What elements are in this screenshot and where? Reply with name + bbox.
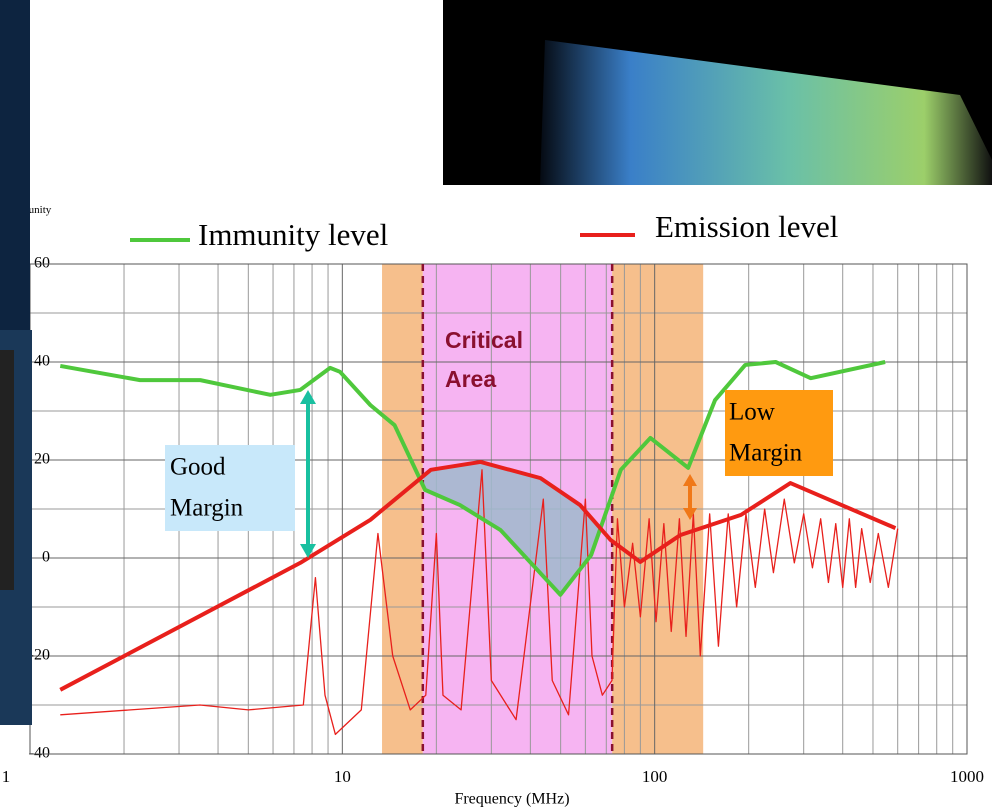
- arrow-head: [683, 508, 697, 520]
- low-margin-box: [725, 390, 833, 476]
- series-line: [59, 459, 897, 692]
- arrow-head: [683, 474, 697, 486]
- photo-content: [540, 40, 992, 185]
- good-margin-box: [165, 445, 295, 531]
- x-tick-label: 1: [2, 767, 11, 786]
- x-axis-label: Frequency (MHz): [454, 791, 569, 808]
- good-margin-text: Good: [170, 454, 226, 481]
- y-tick-label: -40: [29, 745, 50, 762]
- y-axis-label-sub: unity: [29, 204, 52, 216]
- x-tick-label: 1000: [950, 767, 984, 786]
- x-tick-label: 100: [642, 767, 668, 786]
- background-images: [0, 0, 992, 725]
- critical-text: Area: [445, 366, 496, 392]
- series-line: [59, 360, 886, 597]
- arrow-head: [300, 390, 316, 404]
- x-tick-label: 10: [334, 767, 351, 786]
- arrow-head: [300, 544, 316, 558]
- legend-label: Immunity level: [198, 217, 388, 252]
- good-margin-text: Margin: [170, 495, 244, 522]
- critical-text: Critical: [445, 327, 523, 353]
- series-line: [60, 469, 899, 736]
- overlap-area: [423, 462, 599, 594]
- legend-label: Emission level: [655, 209, 838, 244]
- y-tick-label: 20: [34, 451, 50, 468]
- y-tick-label: 60: [34, 255, 50, 272]
- y-tick-label: 40: [34, 353, 50, 370]
- photo-content: [0, 350, 14, 590]
- y-tick-label: -20: [29, 647, 50, 664]
- low-margin-text: Low: [729, 399, 775, 426]
- low-margin-text: Margin: [729, 440, 803, 467]
- y-tick-label: 0: [42, 549, 50, 566]
- annotations: Good Margin Low Margin Critical Area Bun…: [18, 198, 838, 808]
